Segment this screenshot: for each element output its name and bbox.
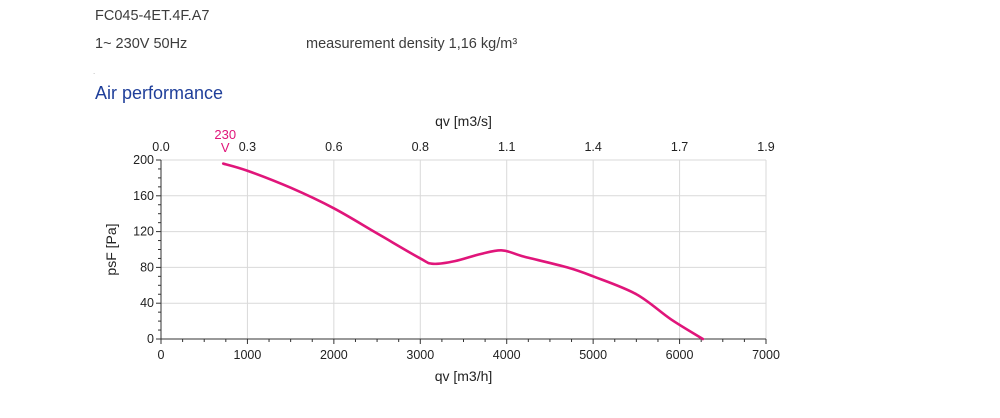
model-name: FC045-4ET.4F.A7 [95, 8, 210, 24]
y-tick-label: 40 [140, 296, 154, 310]
top-axis-tick-label: 1.1 [498, 140, 515, 154]
series-label-unit: V [221, 140, 230, 155]
x-tick-label: 3000 [406, 348, 434, 362]
top-axis-tick-label: 1.4 [584, 140, 601, 154]
x-axis-title: qv [m3/h] [435, 368, 493, 384]
ticks: 0 1000 2000 3000 4000 5000 6000 7000 0 40 80 120 160… [133, 140, 780, 362]
separator-dot: . [93, 67, 96, 76]
top-axis-title: qv [m3/s] [435, 113, 492, 129]
x-tick-label: 1000 [234, 348, 262, 362]
series-layer: 230V [214, 127, 705, 341]
y-tick-label: 160 [133, 189, 154, 203]
top-axis-tick-label: 0.8 [412, 140, 429, 154]
top-axis-tick-label: 1.9 [757, 140, 774, 154]
y-tick-label: 0 [147, 332, 154, 346]
top-axis-tick-label: 0.3 [239, 140, 256, 154]
y-tick-label: 200 [133, 153, 154, 167]
y-tick-label: 120 [133, 225, 154, 239]
section-title: Air performance [95, 83, 224, 103]
top-axis-tick-label: 1.7 [671, 140, 688, 154]
supply-rating: 1~ 230V 50Hz [95, 36, 188, 52]
x-tick-label: 0 [158, 348, 165, 362]
x-tick-label: 7000 [752, 348, 780, 362]
top-axis-tick-label: 0.6 [325, 140, 342, 154]
y-tick-label: 80 [140, 260, 154, 274]
measurement-density: measurement density 1,16 kg/m³ [306, 36, 518, 52]
series-label-value: 230 [214, 127, 236, 142]
series-line-230v [221, 162, 705, 341]
axes [156, 160, 766, 344]
top-axis-tick-label: 0.0 [152, 140, 169, 154]
x-tick-label: 4000 [493, 348, 521, 362]
y-axis-title: psF [Pa] [103, 223, 119, 275]
grid-lines [161, 159, 767, 339]
x-tick-label: 2000 [320, 348, 348, 362]
x-tick-label: 6000 [666, 348, 694, 362]
x-tick-label: 5000 [579, 348, 607, 362]
